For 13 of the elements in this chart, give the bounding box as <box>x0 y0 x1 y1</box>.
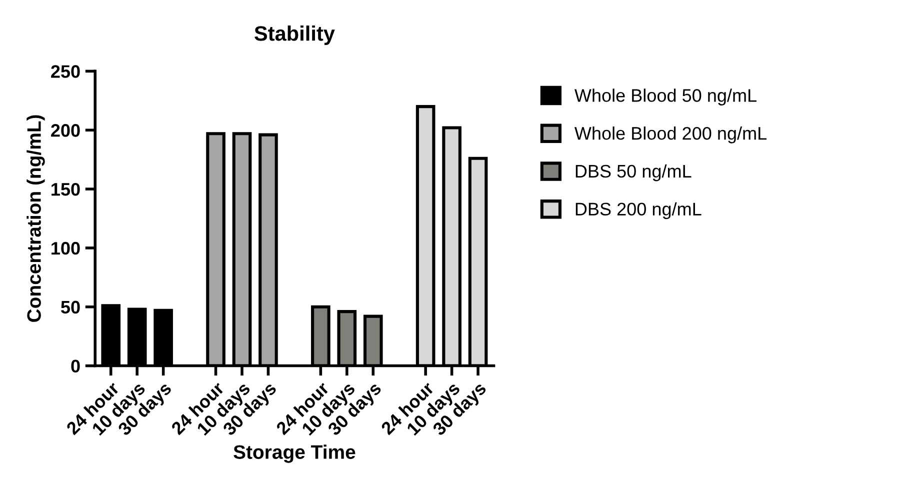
x-axis-title: Storage Time <box>234 444 356 463</box>
legend-label: Whole Blood 50 ng/mL <box>574 88 756 106</box>
y-axis-title: Concentration (ng/mL) <box>26 115 45 322</box>
legend-label: DBS 200 ng/mL <box>576 202 702 220</box>
y-tick-label: 0 <box>71 360 80 373</box>
legend-label: Whole Blood 200 ng/mL <box>574 126 767 144</box>
y-tick-label: 250 <box>51 65 80 78</box>
y-tick-label: 150 <box>52 182 80 196</box>
chart-title: Stability <box>254 26 335 45</box>
y-tick-label: 200 <box>51 124 80 137</box>
y-tick-label: 50 <box>61 300 80 314</box>
legend-label: DBS 50 ng/mL <box>576 164 692 182</box>
y-tick-label: 100 <box>52 242 80 255</box>
